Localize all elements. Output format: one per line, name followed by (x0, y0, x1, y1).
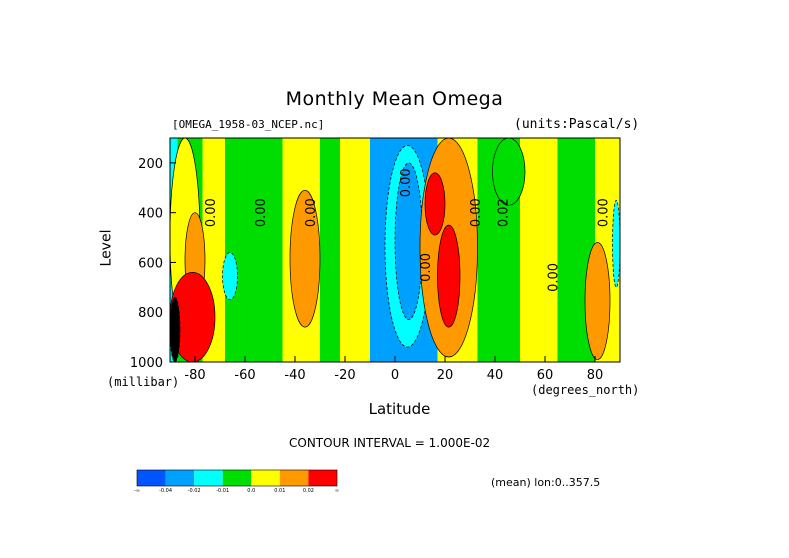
colorbar-label-4: 0.0 (247, 488, 255, 494)
contour-label-2: 0.00 (304, 198, 319, 227)
x-axis-units: (degrees_north) (531, 383, 640, 397)
x-tick-label-7: 60 (537, 368, 554, 383)
colorbar-swatch-6 (308, 470, 337, 486)
colorbar-label-6: 0.02 (303, 488, 314, 494)
y-tick-label-1: 400 (138, 207, 163, 222)
contour-interval-note: CONTOUR INTERVAL = 1.000E-02 (289, 436, 491, 450)
units-label: (units:Pascal/s) (514, 117, 640, 132)
x-tick-label-6: 40 (487, 368, 504, 383)
colorbar-swatch-0 (137, 470, 166, 486)
colorbar-frame (136, 469, 338, 487)
contour-label-1: 0.00 (254, 198, 269, 227)
x-tick-label-2: -40 (284, 368, 305, 383)
x-tick-label-0: -80 (184, 368, 205, 383)
x-tick-label-1: -60 (234, 368, 255, 383)
contour-fill-group (170, 138, 620, 362)
y-tick-label-2: 600 (138, 256, 163, 271)
averaging-note: (mean) lon:0..357.5 (491, 476, 601, 489)
colorbar-swatch-2 (194, 470, 223, 486)
omega-contour-9 (437, 224, 461, 328)
x-tick-label-5: 20 (437, 368, 454, 383)
colorbar-swatch-1 (165, 470, 195, 486)
omega-band-10 (520, 138, 558, 362)
colorbar-label-5: 0.01 (274, 488, 285, 494)
x-axis-label: Latitude (368, 400, 431, 418)
omega-contour-3 (222, 252, 238, 301)
colorbar-swatch-5 (279, 470, 309, 486)
contour-label-8: 0.00 (597, 198, 612, 227)
omega-band-6 (340, 138, 370, 362)
x-tick-label-3: -20 (334, 368, 355, 383)
colorbar-label-3: -0.01 (216, 488, 229, 494)
colorbar-label-7: ∞ (335, 488, 339, 494)
y-tick-label-4: 1000 (130, 356, 163, 371)
omega-contour-4 (289, 189, 321, 328)
omega-band-3 (225, 138, 283, 362)
y-axis-units: (millibar) (107, 375, 180, 389)
omega-contour-2 (170, 272, 216, 362)
colorbar-label-2: -0.02 (188, 488, 201, 494)
chart-title: Monthly Mean Omega (285, 88, 504, 110)
contour-label-4: 0.00 (419, 253, 434, 282)
contour-label-3: 0.00 (399, 168, 414, 197)
colorbar-label-0: -∞ (134, 488, 140, 494)
y-tick-label-0: 200 (138, 157, 163, 172)
contour-label-5: 0.00 (469, 198, 484, 227)
x-tick-label-8: 80 (587, 368, 604, 383)
colorbar-swatch-4 (251, 470, 280, 486)
contour-label-7: 0.00 (547, 263, 562, 292)
omega-contour-11 (584, 242, 611, 360)
source-file-label: [OMEGA_1958-03_NCEP.nc] (172, 118, 325, 131)
omega-contour-13 (170, 296, 181, 362)
omega-contour-12 (612, 199, 620, 288)
omega-band-5 (320, 138, 340, 362)
contour-label-0: 0.00 (204, 198, 219, 227)
omega-contour-8 (424, 172, 446, 236)
colorbar-label-1: -0.04 (159, 488, 172, 494)
contour-label-6: 0.02 (497, 198, 512, 227)
colorbar-swatch-3 (222, 470, 252, 486)
omega-contour-10 (492, 138, 526, 206)
x-tick-label-4: 0 (391, 368, 399, 383)
y-tick-label-3: 800 (138, 306, 163, 321)
